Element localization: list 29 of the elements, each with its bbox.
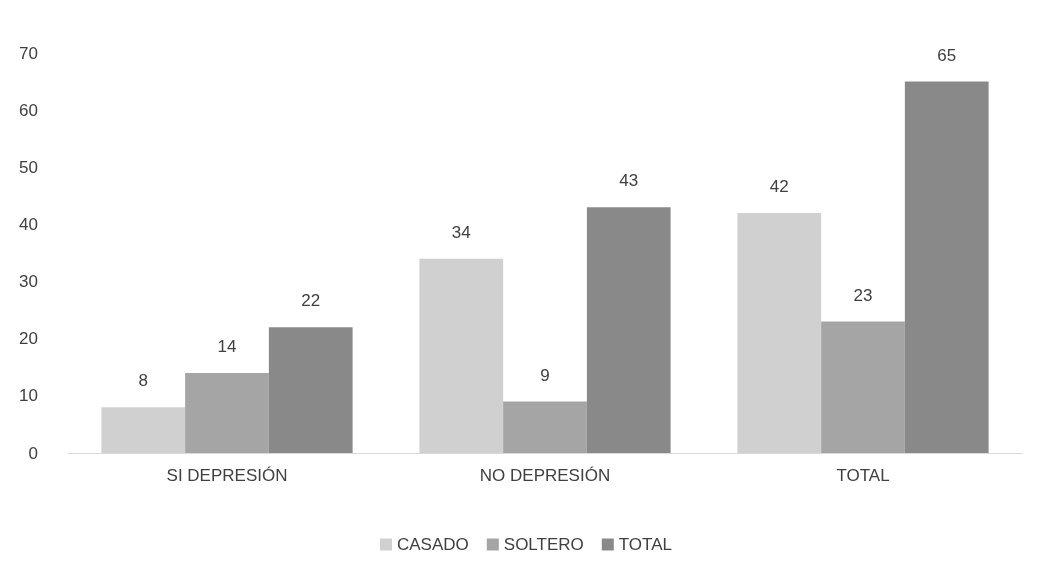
bar — [268, 327, 353, 453]
data-label: 42 — [769, 177, 789, 196]
bar — [904, 81, 989, 453]
data-label: 8 — [138, 371, 148, 391]
data-label: 23 — [853, 285, 873, 305]
bar — [503, 401, 587, 453]
y-tick-label: 20 — [19, 329, 38, 349]
data-label: 43 — [619, 171, 639, 191]
data-label: 34 — [451, 222, 471, 242]
x-tick-label: SI DEPRESIÓN — [166, 466, 288, 485]
y-tick-label: 40 — [19, 214, 38, 234]
legend-label: SOLTERO — [503, 535, 584, 554]
data-label: 22 — [301, 291, 321, 311]
data-label: 65 — [937, 45, 957, 65]
bar — [821, 321, 905, 453]
y-tick-label: 10 — [19, 386, 38, 406]
x-tick-label: TOTAL — [836, 466, 890, 485]
bar — [185, 373, 269, 453]
y-tick-label: 0 — [28, 443, 38, 463]
data-label: 9 — [540, 365, 550, 385]
legend-label: TOTAL — [618, 535, 672, 554]
y-tick-label: 60 — [19, 100, 38, 120]
y-tick-label: 50 — [19, 157, 38, 177]
y-tick-label: 70 — [19, 43, 38, 63]
legend-label: CASADO — [397, 535, 469, 554]
bar — [586, 207, 671, 453]
x-tick-label: NO DEPRESIÓN — [479, 466, 611, 485]
y-tick-label: 30 — [19, 272, 38, 292]
data-label: 14 — [217, 337, 237, 356]
